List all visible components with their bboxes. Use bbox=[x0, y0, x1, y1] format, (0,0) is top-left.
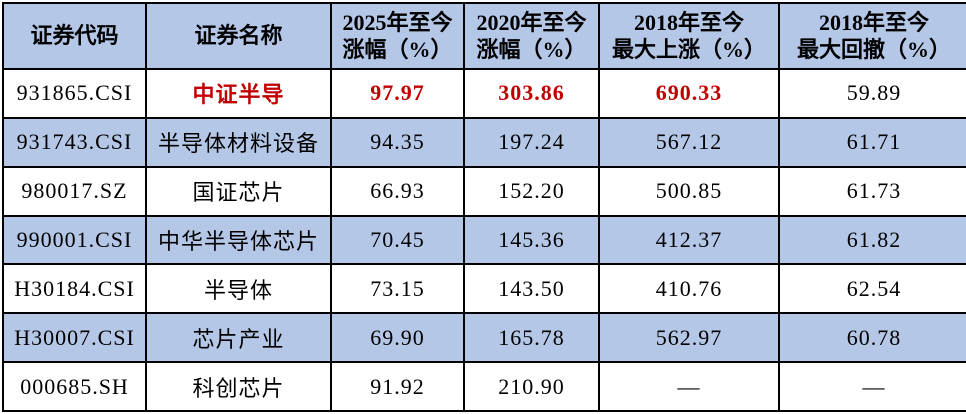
cell-security-code: 990001.CSI bbox=[2, 214, 147, 266]
cell-security-code: 000685.SH bbox=[2, 361, 147, 412]
cell-gain-2020-ytd: 143.50 bbox=[463, 263, 600, 315]
cell-security-code: H30007.CSI bbox=[2, 312, 147, 364]
header-label-line: 2025年至今 bbox=[342, 9, 453, 35]
header-cell-max-rise-2018: 2018年至今 最大上涨（%） bbox=[598, 2, 780, 70]
cell-security-name: 半导体 bbox=[145, 263, 332, 315]
cell-max-rise-2018: 410.76 bbox=[598, 263, 780, 315]
header-cell-security-name: 证券名称 bbox=[145, 2, 332, 70]
header-label-line: 证券名称 bbox=[194, 23, 283, 49]
cell-max-rise-2018: 562.97 bbox=[598, 312, 780, 364]
header-label-line: 最大回撤（%） bbox=[796, 37, 951, 62]
cell-gain-2025-ytd: 91.92 bbox=[330, 361, 465, 412]
cell-security-name: 半导体材料设备 bbox=[145, 116, 332, 168]
header-cell-gain-2020-ytd: 2020年至今 涨幅（%） bbox=[463, 2, 600, 70]
cell-max-rise-2018: — bbox=[598, 361, 780, 412]
header-label-line: 2020年至今 bbox=[476, 9, 587, 35]
table-row: 000685.SH 科创芯片 91.92 210.90— — bbox=[2, 361, 966, 412]
cell-max-rise-2018: 412.37 bbox=[598, 214, 780, 266]
cell-max-drawdown-2018: 61.71 bbox=[778, 116, 966, 168]
table-row: 931743.CSI 半导体材料设备 94.35 197.24 567.12 61.71 bbox=[2, 116, 966, 168]
table-row: H30007.CSI 芯片产业 69.90 165.78 562.97 60.78 bbox=[2, 312, 966, 364]
header-row: 证券代码 证券名称 2025年至今 涨幅（%） 2020年至今 涨幅（%） 2018年至今最… bbox=[2, 2, 966, 70]
cell-gain-2020-ytd: 210.90 bbox=[463, 361, 600, 412]
cell-gain-2020-ytd: 145.36 bbox=[463, 214, 600, 266]
table-row: H30184.CSI 半导体 73.15 143.50 410.76 62.54 bbox=[2, 263, 966, 315]
header-label-line: 涨幅（%） bbox=[342, 37, 453, 62]
cell-max-drawdown-2018: 59.89 bbox=[778, 68, 966, 119]
cell-security-code: 931743.CSI bbox=[2, 116, 147, 168]
cell-max-drawdown-2018: 62.54 bbox=[778, 263, 966, 315]
table-header: 证券代码 证券名称 2025年至今 涨幅（%） 2020年至今 涨幅（%） 2018年至今最… bbox=[2, 2, 966, 70]
header-cell-gain-2025-ytd: 2025年至今 涨幅（%） bbox=[330, 2, 465, 70]
header-cell-max-drawdown-2018: 2018年至今 最大回撤（%） bbox=[778, 2, 966, 70]
cell-security-name: 科创芯片 bbox=[145, 361, 332, 412]
header-label-line: 证券代码 bbox=[30, 23, 119, 49]
cell-gain-2020-ytd: 197.24 bbox=[463, 116, 600, 168]
cell-gain-2020-ytd: 303.86 bbox=[463, 68, 600, 119]
cell-max-rise-2018: 690.33 bbox=[598, 68, 780, 119]
cell-security-name: 中华半导体芯片 bbox=[145, 214, 332, 266]
cell-gain-2020-ytd: 165.78 bbox=[463, 312, 600, 364]
table-row: 980017.SZ 国证芯片 66.93 152.20 500.85 61.73 bbox=[2, 165, 966, 217]
cell-gain-2025-ytd: 66.93 bbox=[330, 165, 465, 217]
cell-max-rise-2018: 567.12 bbox=[598, 116, 780, 168]
header-label-line: 最大上涨（%） bbox=[611, 37, 766, 62]
cell-security-code: 931865.CSI bbox=[2, 68, 147, 119]
cell-max-drawdown-2018: — bbox=[778, 361, 966, 412]
cell-gain-2025-ytd: 73.15 bbox=[330, 263, 465, 315]
cell-gain-2025-ytd: 69.90 bbox=[330, 312, 465, 364]
cell-max-drawdown-2018: 61.73 bbox=[778, 165, 966, 217]
cell-gain-2025-ytd: 70.45 bbox=[330, 214, 465, 266]
cell-gain-2025-ytd: 94.35 bbox=[330, 116, 465, 168]
cell-security-name: 中证半导 bbox=[145, 68, 332, 119]
cell-max-drawdown-2018: 60.78 bbox=[778, 312, 966, 364]
header-cell-security-code: 证券代码 bbox=[2, 2, 147, 70]
header-label-line: 涨幅（%） bbox=[476, 37, 587, 62]
cell-security-code: 980017.SZ bbox=[2, 165, 147, 217]
table-row: 990001.CSI 中华半导体芯片 70.45 145.36 412.37 61.82 bbox=[2, 214, 966, 266]
table-body: 931865.CSI 中证半导 97.97 303.86 690.33 59.89 9317… bbox=[2, 68, 966, 412]
header-label-line: 2018年至今 bbox=[633, 9, 744, 35]
cell-max-rise-2018: 500.85 bbox=[598, 165, 780, 217]
cell-security-name: 芯片产业 bbox=[145, 312, 332, 364]
cell-gain-2020-ytd: 152.20 bbox=[463, 165, 600, 217]
table-row: 931865.CSI 中证半导 97.97 303.86 690.33 59.89 bbox=[2, 68, 966, 119]
cell-security-name: 国证芯片 bbox=[145, 165, 332, 217]
header-label-line: 2018年至今 bbox=[818, 9, 929, 35]
cell-max-drawdown-2018: 61.82 bbox=[778, 214, 966, 266]
cell-security-code: H30184.CSI bbox=[2, 263, 147, 315]
cell-gain-2025-ytd: 97.97 bbox=[330, 68, 465, 119]
